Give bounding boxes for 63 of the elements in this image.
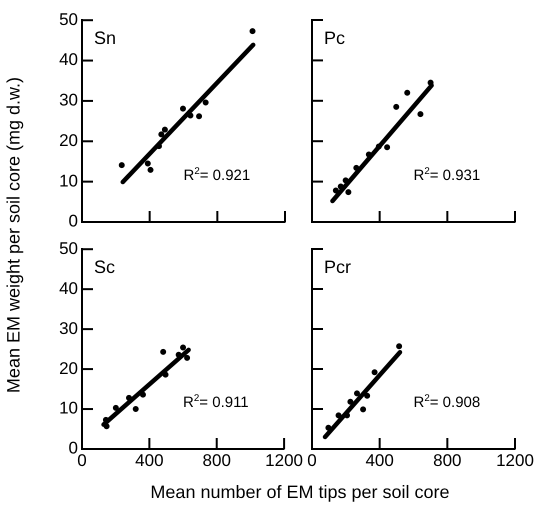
chart-title: Pc [324,28,346,48]
point [184,354,190,361]
y-tick-label: 20 [59,130,78,150]
point [342,177,349,184]
point [364,392,370,399]
point [160,348,166,355]
y-tick-label: 10 [59,171,78,190]
chart-title: Sc [94,257,116,278]
point [118,162,125,168]
x-tick-label: 1200 [265,450,304,470]
point [336,412,342,418]
y-axis-title: Mean EM weight per soil core (mg d.w.) [4,76,24,394]
point [347,398,354,405]
point [372,369,378,376]
x-axis-title: Mean number of EM tips per soil core [150,482,450,503]
text: Sn [94,28,116,48]
x-tick-label: 400 [365,450,394,470]
x-tick-label: 1200 [496,450,534,470]
point [144,160,151,166]
point [158,131,164,138]
point [126,394,132,401]
point [393,104,400,110]
point [332,187,339,194]
point [180,344,186,350]
point [180,106,186,112]
x-tick-label: 0 [307,450,317,470]
point [338,183,344,190]
point [187,112,194,118]
point [360,406,366,412]
y-tick-label: 30 [59,90,78,110]
x-tick-label: 800 [433,450,462,470]
chart-title: Pcr [324,257,352,277]
y-tick-label: 50 [59,238,78,258]
y-tick-label: 50 [59,10,78,29]
y-tick-label: 20 [59,358,78,378]
point [176,352,182,358]
point [396,343,402,350]
point [404,90,410,96]
point [148,166,154,173]
point [384,144,390,150]
point [132,406,139,412]
y-tick-label: 0 [68,438,78,458]
point [325,424,332,431]
y-tick-label: 40 [59,50,78,70]
point [354,390,360,396]
point [417,111,424,118]
point [112,404,119,411]
x-tick-label: 800 [202,450,231,470]
point [376,143,382,150]
point [162,372,169,378]
y-tick-label: 30 [59,318,78,338]
point [162,126,168,133]
point [104,423,110,430]
y-tick-label: 40 [59,278,78,298]
x-tick-label: 400 [135,450,164,470]
y-tick-label: 0 [68,212,78,231]
point [250,28,256,34]
point [345,189,352,196]
point [202,100,209,106]
point [196,113,202,120]
y-tick-label: 10 [59,398,78,418]
point [140,392,146,398]
point [353,164,360,171]
